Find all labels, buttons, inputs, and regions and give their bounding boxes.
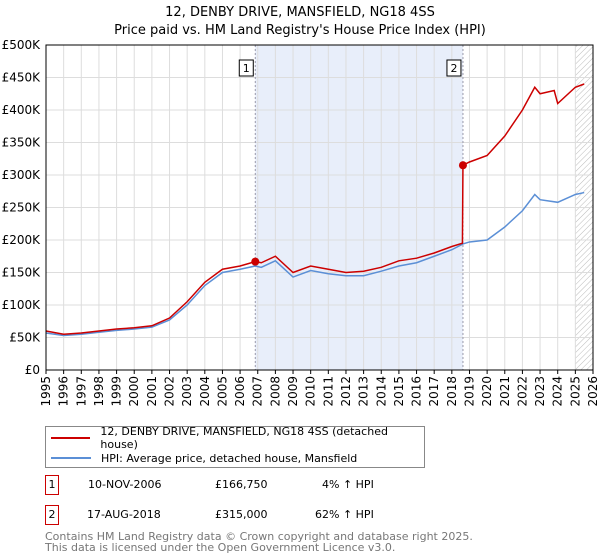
- plot-border: [45, 44, 594, 371]
- x-tick-label: 1998: [92, 376, 106, 407]
- x-tick-label: 2023: [533, 376, 547, 407]
- sale-hpi: 4% ↑ HPI: [322, 478, 374, 491]
- y-tick-label: £450K: [2, 71, 42, 85]
- y-tick-label: £150K: [2, 266, 42, 280]
- x-tick-label: 2001: [145, 376, 159, 407]
- x-tick-label: 2000: [127, 376, 141, 407]
- sale-hpi: 62% ↑ HPI: [315, 508, 374, 521]
- x-tick-label: 2016: [410, 376, 424, 407]
- legend: 12, DENBY DRIVE, MANSFIELD, NG18 4SS (de…: [45, 425, 425, 468]
- sale-row-2: 2 17-AUG-2018 £315,000 62% ↑ HPI: [45, 505, 445, 525]
- sale-label-box: [446, 59, 462, 77]
- sale-price: £166,750: [215, 478, 268, 491]
- sale-marker: 2: [45, 505, 59, 525]
- x-tick-label: 2005: [215, 376, 229, 407]
- sale-label: 2: [450, 62, 457, 75]
- x-tick-label: 2004: [198, 376, 212, 407]
- x-tick-label: 2008: [268, 376, 282, 407]
- x-tick-label: 2010: [304, 376, 318, 407]
- legend-label-hpi: HPI: Average price, detached house, Mans…: [101, 451, 358, 465]
- x-tick-label: 2020: [480, 376, 494, 407]
- x-tick-label: 2003: [180, 376, 194, 407]
- x-tick-label: 2026: [586, 376, 600, 407]
- footer-line-1: Contains HM Land Registry data © Crown c…: [45, 530, 473, 543]
- title-line-2: Price paid vs. HM Land Registry's House …: [114, 23, 486, 38]
- x-tick-label: 2015: [392, 376, 406, 407]
- sale-label: 1: [243, 62, 250, 75]
- y-tick-label: £100K: [2, 298, 42, 312]
- x-tick-label: 2013: [357, 376, 371, 407]
- sale-marker: 1: [45, 475, 59, 495]
- y-tick-label: £500K: [2, 38, 42, 52]
- x-tick-label: 2017: [427, 376, 441, 407]
- sale-price: £315,000: [215, 508, 268, 521]
- y-tick-label: £400K: [2, 103, 42, 117]
- chart-title: 12, DENBY DRIVE, MANSFIELD, NG18 4SS Pri…: [0, 4, 600, 40]
- x-tick-label: 2006: [233, 376, 247, 407]
- sale-point: [458, 161, 467, 170]
- x-tick-label: 2012: [339, 376, 353, 407]
- sale-point: [251, 257, 260, 266]
- sale-row-1: 1 10-NOV-2006 £166,750 4% ↑ HPI: [45, 475, 445, 495]
- x-tick-label: 2021: [498, 376, 512, 407]
- x-tick-label: 2009: [286, 376, 300, 407]
- y-tick-label: £200K: [2, 233, 42, 247]
- legend-blue-line: [51, 457, 91, 459]
- x-tick-label: 2022: [515, 376, 529, 407]
- x-tick-label: 1997: [74, 376, 88, 407]
- property-price-line: [45, 83, 585, 336]
- x-tick-label: 2011: [321, 376, 335, 407]
- footer-line-2: This data is licensed under the Open Gov…: [45, 541, 396, 554]
- y-tick-label: £0: [25, 363, 40, 377]
- x-tick-label: 2018: [445, 376, 459, 407]
- x-tick-label: 2014: [374, 376, 388, 407]
- sale-date: 10-NOV-2006: [88, 478, 162, 491]
- title-line-1: 12, DENBY DRIVE, MANSFIELD, NG18 4SS: [165, 5, 435, 20]
- footer: Contains HM Land Registry data © Crown c…: [45, 531, 473, 553]
- y-tick-label: £300K: [2, 168, 42, 182]
- x-tick-label: 2007: [251, 376, 265, 407]
- y-tick-label: £350K: [2, 136, 42, 150]
- price-chart: £0 £50K £100K £150K £200K £250K £300K £350K £400…: [2, 38, 600, 407]
- y-tick-label: £50K: [9, 331, 41, 345]
- y-tick-label: £250K: [2, 201, 42, 215]
- x-tick-label: 2025: [568, 376, 582, 407]
- x-tick-label: 2002: [163, 376, 177, 407]
- hpi-line: [45, 191, 585, 337]
- x-tick-label: 2024: [551, 376, 565, 407]
- x-tick-label: 2019: [462, 376, 476, 407]
- legend-red-line: [51, 437, 91, 439]
- sale-date: 17-AUG-2018: [87, 508, 161, 521]
- legend-label-property: 12, DENBY DRIVE, MANSFIELD, NG18 4SS (de…: [100, 425, 388, 451]
- x-tick-label: 1996: [57, 376, 71, 407]
- x-tick-label: 1999: [110, 376, 124, 407]
- x-tick-label: 1995: [39, 376, 53, 407]
- sale-label-box: [238, 59, 254, 77]
